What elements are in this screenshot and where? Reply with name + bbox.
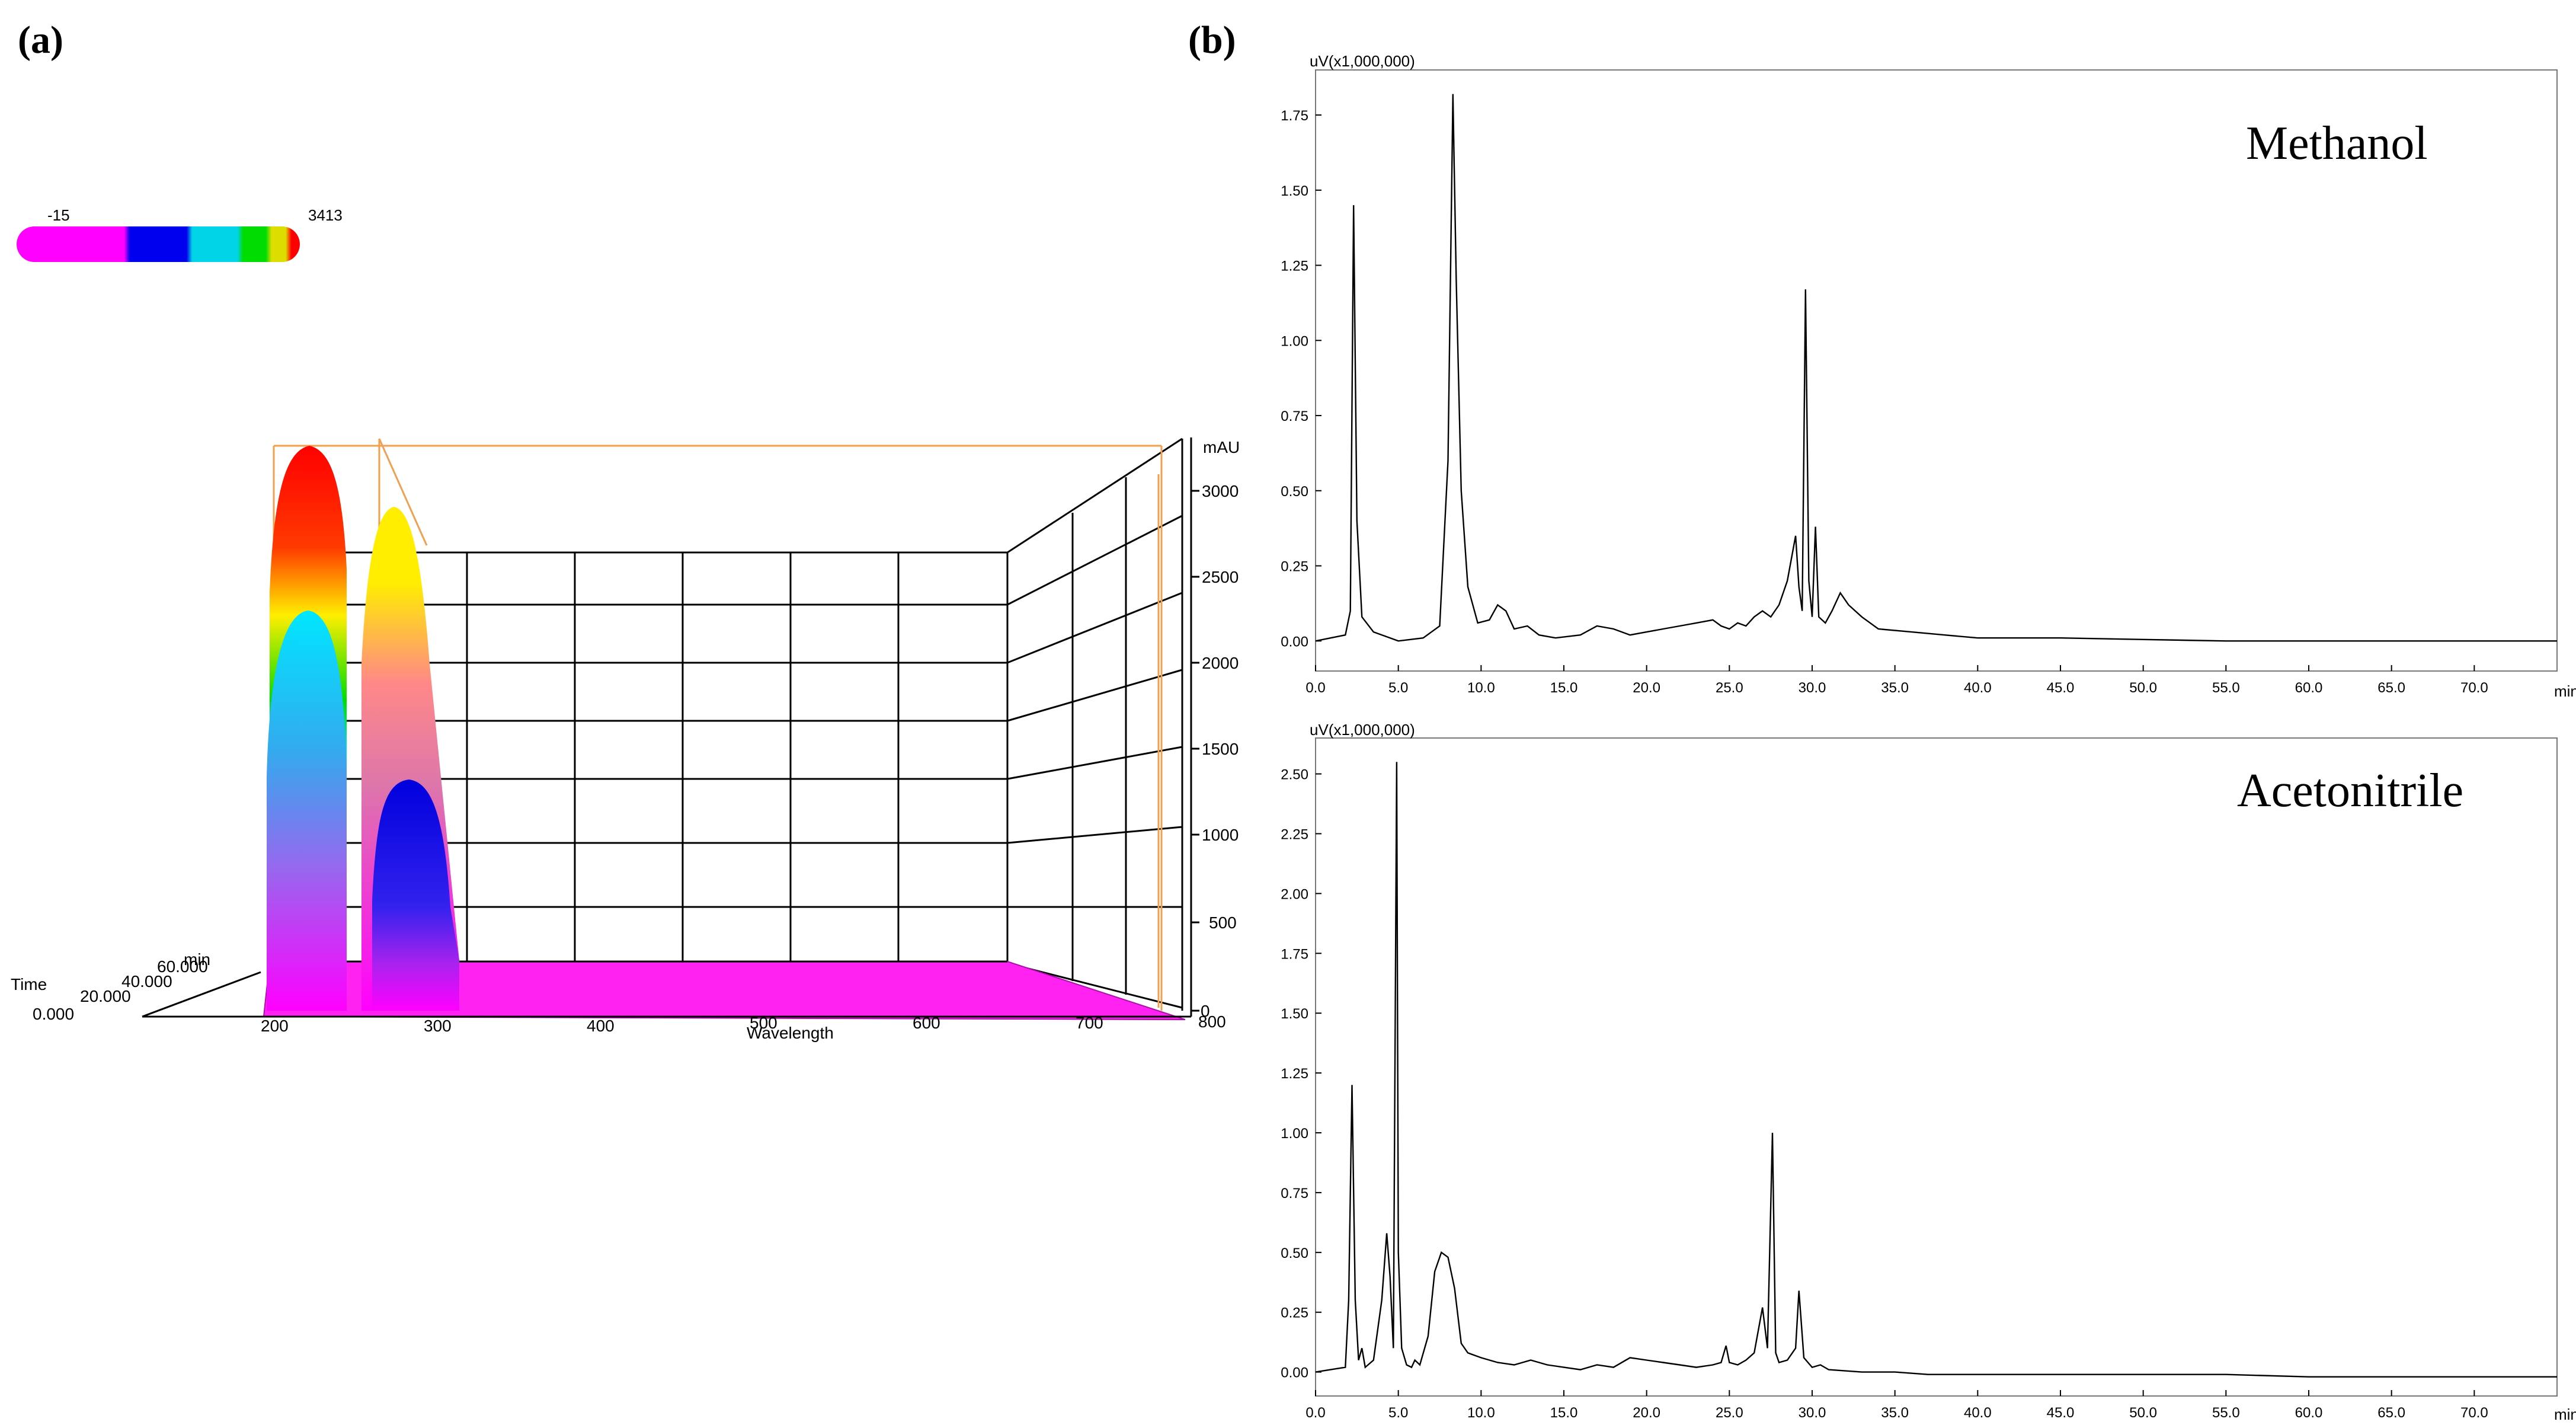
- color-scale-legend: -15 3413: [17, 206, 343, 262]
- x-tick-label: 10.0: [1467, 680, 1495, 696]
- time-tick-label: 0.000: [33, 1005, 74, 1023]
- z-tick-label: 0: [1201, 1002, 1210, 1020]
- x-tick-label: 15.0: [1550, 1405, 1578, 1421]
- surface-peaks: [267, 446, 459, 1011]
- x-tick-label: 35.0: [1881, 680, 1909, 696]
- z-tick-label: 1500: [1202, 740, 1239, 758]
- panel-label-b: (b): [1188, 18, 1236, 62]
- x-tick-label: 5.0: [1388, 680, 1408, 696]
- y-tick-label: 1.25: [1281, 258, 1308, 274]
- y-tick-label: 1.50: [1281, 183, 1308, 199]
- color-scale-bar: [17, 226, 300, 262]
- y-tick-label: 0.25: [1281, 1305, 1308, 1321]
- x-tick-label: 30.0: [1799, 1405, 1826, 1421]
- panel-label-a: (a): [18, 18, 63, 62]
- acetonitrile-chromatogram: uV(x1,000,000) min Acetonitrile 0.00 0.25…: [1281, 721, 2576, 1423]
- time-axis-unit: min: [184, 950, 210, 969]
- y-tick-label: 0.75: [1281, 1186, 1308, 1202]
- x-tick-label: 25.0: [1716, 1405, 1743, 1421]
- x-tick-label: 60.0: [2295, 1405, 2323, 1421]
- y-tick-label: 1.00: [1281, 333, 1308, 349]
- time-tick-label: 60.000: [157, 957, 208, 976]
- chart-title-methanol: Methanol: [2246, 117, 2428, 170]
- x-tick-label: 45.0: [2047, 1405, 2075, 1421]
- z-tick-label: 2000: [1202, 654, 1239, 672]
- x-tick-label: 65.0: [2377, 1405, 2405, 1421]
- x-tick-label: 55.0: [2212, 680, 2240, 696]
- x-axis-title: Wavelength: [747, 1024, 834, 1042]
- plot-frame: [1315, 69, 2558, 672]
- x-tick-label: 70.0: [2460, 1405, 2488, 1421]
- x-tick-label: 50.0: [2129, 680, 2157, 696]
- z-axis: [1190, 437, 1199, 1017]
- y-tick-label: 1.50: [1281, 1006, 1308, 1022]
- y-tick-label: 0.50: [1281, 1245, 1308, 1261]
- time-tick-label: 20.000: [80, 987, 131, 1005]
- x-tick-label: 65.0: [2377, 680, 2405, 696]
- x-tick-label: 20.0: [1633, 1405, 1660, 1421]
- x-tick-label: 25.0: [1716, 680, 1743, 696]
- 3d-surface-chart: -15 3413: [11, 206, 1240, 1042]
- x-tick-label: 200: [261, 1017, 289, 1035]
- y-tick-label: 1.00: [1281, 1126, 1308, 1142]
- y-tick-label: 0.00: [1281, 1365, 1308, 1381]
- x-axis-unit: min: [2554, 682, 2576, 700]
- plot-border: [1315, 69, 2558, 672]
- y-tick-label: 1.25: [1281, 1066, 1308, 1082]
- y-tick-label: 0.25: [1281, 559, 1308, 575]
- y-tick-label: 1.75: [1281, 108, 1308, 124]
- z-tick-label: 3000: [1202, 482, 1239, 500]
- x-tick-label: 300: [424, 1017, 452, 1035]
- y-tick-label: 2.25: [1281, 826, 1308, 842]
- chromatogram-line-acetonitrile: [1315, 762, 2557, 1378]
- x-tick-label: 40.0: [1964, 680, 1992, 696]
- color-scale-min-label: -15: [47, 206, 70, 224]
- z-tick-label: 2500: [1202, 568, 1239, 586]
- y-tick-label: 2.50: [1281, 767, 1308, 783]
- chart-title-acetonitrile: Acetonitrile: [2237, 765, 2463, 817]
- y-axis-title: uV(x1,000,000): [1310, 52, 1415, 70]
- x-tick-label: 10.0: [1467, 1405, 1495, 1421]
- x-tick-label: 600: [913, 1014, 940, 1032]
- x-tick-label: 45.0: [2047, 680, 2075, 696]
- y-tick-label: 2.00: [1281, 886, 1308, 902]
- time-tick-label: 40.000: [121, 972, 172, 991]
- time-axis-title: Time: [11, 975, 47, 993]
- x-tick-label: 5.0: [1388, 1405, 1408, 1421]
- x-tick-label: 20.0: [1633, 680, 1660, 696]
- x-tick-label: 800: [1198, 1012, 1226, 1031]
- y-tick-label: 0.75: [1281, 408, 1308, 424]
- plot-border: [1315, 737, 2558, 1397]
- x-tick-label: 35.0: [1881, 1405, 1909, 1421]
- x-axis-unit: min: [2554, 1405, 2576, 1423]
- plot-frame: [1315, 737, 2558, 1397]
- color-scale-max-label: 3413: [308, 206, 343, 224]
- x-tick-label: 60.0: [2295, 680, 2323, 696]
- x-tick-label: 30.0: [1799, 680, 1826, 696]
- methanol-chromatogram: uV(x1,000,000) min Methanol 0.00 0.25 0.50…: [1281, 52, 2576, 700]
- y-tick-label: 0.50: [1281, 484, 1308, 500]
- x-tick-label: 400: [587, 1017, 615, 1035]
- y-tick-label: 0.00: [1281, 634, 1308, 650]
- peak-2-inner: [372, 780, 459, 1011]
- x-tick-label: 55.0: [2212, 1405, 2240, 1421]
- x-tick-label: 70.0: [2460, 680, 2488, 696]
- chromatogram-line-methanol: [1315, 94, 2557, 642]
- x-tick-label: 50.0: [2129, 1405, 2157, 1421]
- z-tick-label: 500: [1209, 913, 1237, 932]
- x-tick-label: 0.0: [1305, 680, 1325, 696]
- x-tick-label: 500: [750, 1014, 777, 1032]
- x-tick-label: 40.0: [1964, 1405, 1992, 1421]
- peak-1-inner: [267, 611, 347, 1011]
- x-tick-label: 0.0: [1305, 1405, 1325, 1421]
- y-tick-label: 1.75: [1281, 946, 1308, 962]
- x-tick-label: 15.0: [1550, 680, 1578, 696]
- z-axis-unit: mAU: [1203, 438, 1240, 456]
- x-tick-label: 700: [1076, 1014, 1103, 1032]
- y-axis-title: uV(x1,000,000): [1310, 721, 1415, 739]
- z-tick-label: 1000: [1202, 826, 1239, 844]
